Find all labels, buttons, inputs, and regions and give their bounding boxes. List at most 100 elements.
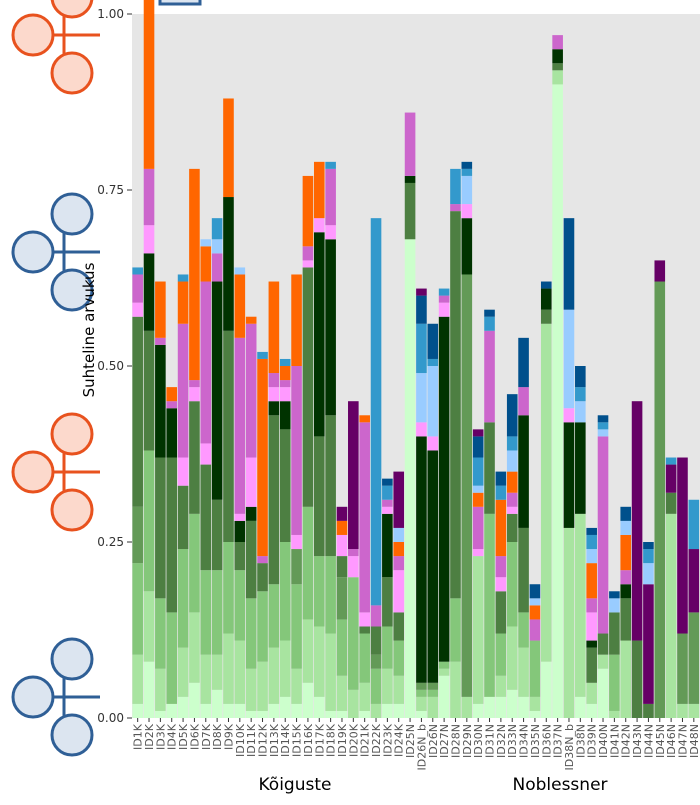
dendrogram-node: [50, 713, 94, 757]
bar-segment: [234, 267, 246, 275]
bar-segment: [438, 668, 450, 676]
bar-segment: [677, 457, 688, 634]
bar-segment: [234, 520, 246, 542]
bar-segment: [359, 682, 370, 711]
bar-segment: [597, 415, 609, 423]
bar-segment: [279, 542, 291, 641]
bar-segment: [143, 330, 155, 451]
bar-segment: [245, 323, 257, 458]
bar-segment: [529, 696, 541, 711]
bar-ID26N_b: [416, 288, 427, 718]
bar-segment: [529, 605, 541, 620]
bar-segment: [495, 499, 507, 557]
bar-ID33N: [506, 394, 518, 718]
bar-segment: [665, 457, 677, 465]
bar-segment: [450, 661, 461, 718]
bar-segment: [177, 696, 189, 718]
bar-segment: [438, 316, 450, 662]
bar-segment: [643, 584, 654, 704]
bar-segment: [189, 513, 200, 613]
bar-ID28N: [450, 168, 461, 718]
bar-ID39N: [586, 527, 597, 718]
x-tick-label: ID18K: [325, 723, 338, 757]
bar-segment: [529, 710, 541, 718]
bar-segment: [586, 549, 597, 564]
bar-segment: [609, 591, 620, 599]
bar-segment: [586, 598, 597, 613]
bar-segment: [472, 703, 484, 718]
bar-ID9K: [223, 98, 234, 718]
bar-segment: [393, 675, 405, 704]
bar-segment: [302, 246, 314, 261]
bar-segment: [336, 556, 348, 578]
x-tick-label: ID12K: [257, 723, 270, 757]
bar-segment: [359, 612, 370, 627]
bar-segment: [393, 570, 405, 613]
bar-segment: [177, 549, 189, 648]
bar-ID25N: [404, 112, 416, 718]
bar-segment: [291, 703, 302, 718]
bar-segment: [597, 633, 609, 655]
bar-segment: [279, 380, 291, 388]
bar-segment: [620, 570, 632, 585]
bar-segment: [325, 161, 336, 169]
bar-segment: [268, 415, 280, 585]
bar-ID3K: [155, 281, 166, 718]
bar-ID48N: [688, 499, 700, 718]
bar-segment: [223, 542, 234, 634]
y-axis: 0.00 0.25 0.50 0.75 1.00: [97, 7, 132, 725]
bar-segment: [291, 584, 302, 669]
bar-segment: [495, 633, 507, 676]
bar-segment: [631, 401, 643, 641]
bar-ID29N: [461, 161, 473, 718]
bar-segment: [393, 471, 405, 528]
bar-segment: [155, 344, 166, 458]
x-tick-label: ID3K: [154, 723, 167, 750]
bar-segment: [506, 513, 518, 542]
bar-segment: [359, 633, 370, 683]
bar-segment: [234, 337, 246, 514]
bar-segment: [189, 380, 200, 388]
bar-segment: [575, 366, 586, 388]
x-tick-label: ID36N: [540, 724, 553, 758]
bar-segment: [575, 696, 586, 718]
bar-segment: [643, 703, 654, 718]
bar-segment: [472, 429, 484, 437]
bar-segment: [325, 415, 336, 557]
bar-segment: [268, 281, 280, 374]
bar-segment: [132, 302, 143, 317]
bar-segment: [279, 401, 291, 430]
bar-segment: [155, 598, 166, 669]
bar-segment: [234, 542, 246, 571]
bar-segment: [257, 710, 268, 718]
bar-segment: [302, 260, 314, 268]
bar-segment: [336, 619, 348, 676]
bar-segment: [665, 464, 677, 493]
bar-segment: [257, 563, 268, 592]
bar-ID20K: [348, 401, 359, 718]
dendrogram-node: [11, 230, 55, 274]
bar-segment: [586, 640, 597, 648]
bar-segment: [552, 35, 563, 50]
bar-segment: [393, 527, 405, 542]
bar-segment: [427, 696, 439, 718]
x-tick-label: ID7K: [200, 723, 213, 750]
bar-segment: [336, 520, 348, 535]
x-tick-label: ID9K: [222, 723, 235, 750]
bar-segment: [472, 436, 484, 458]
bar-segment: [643, 542, 654, 550]
x-tick-label: ID20K: [347, 723, 360, 757]
bar-segment: [643, 549, 654, 564]
bar-segment: [279, 358, 291, 366]
bar-ID27N: [438, 288, 450, 718]
bar-segment: [382, 499, 393, 507]
bar-segment: [291, 668, 302, 704]
bar-segment: [495, 471, 507, 486]
x-tick-label: ID43N: [631, 724, 644, 758]
bar-segment: [552, 70, 563, 85]
bar-segment: [495, 675, 507, 697]
bar-ID32N: [495, 471, 507, 718]
bar-segment: [143, 0, 155, 169]
bar-segment: [302, 506, 314, 620]
bar-segment: [461, 175, 473, 205]
